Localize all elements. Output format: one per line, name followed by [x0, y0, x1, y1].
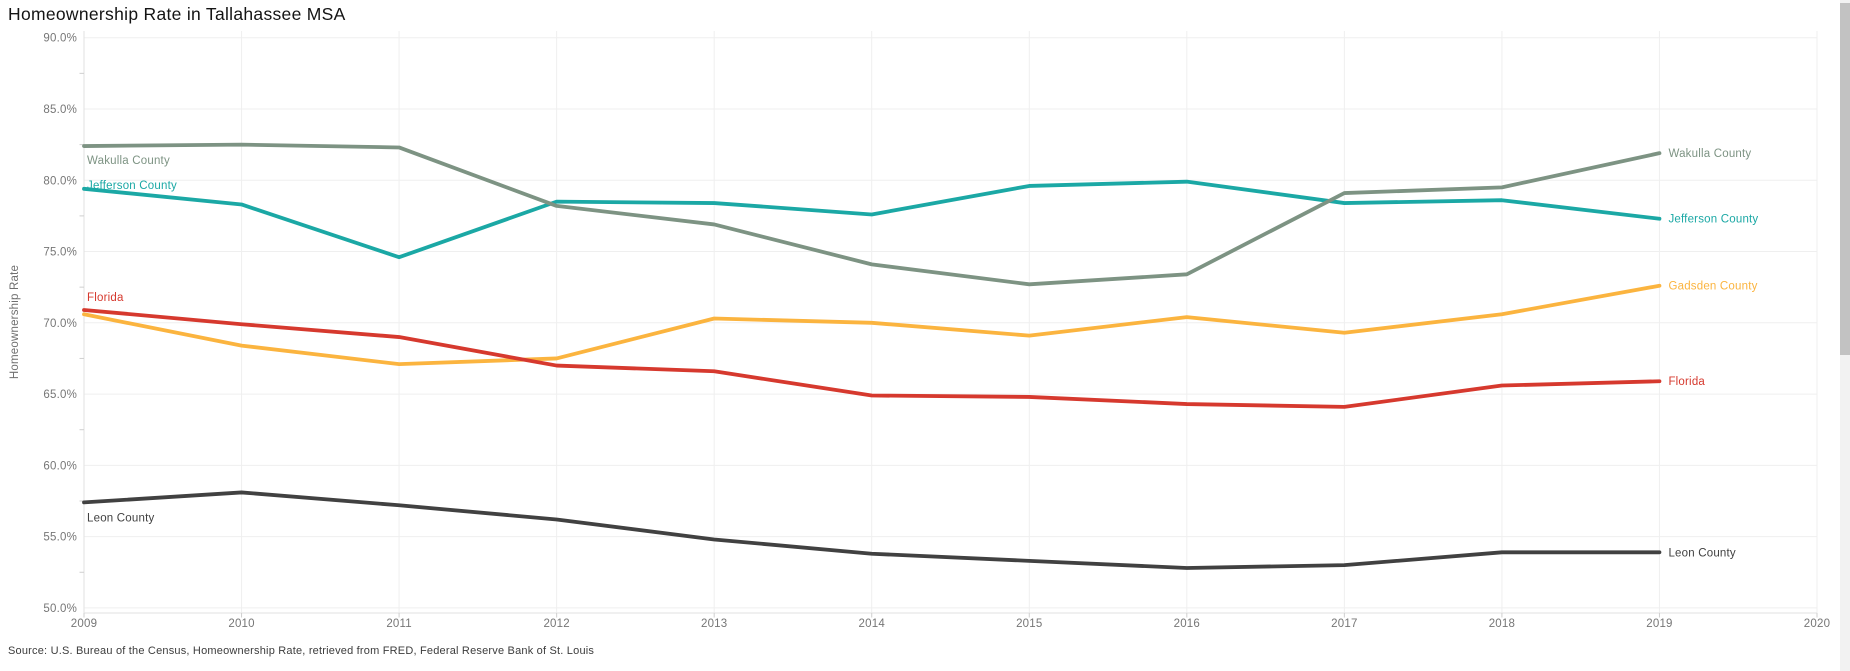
x-tick-label: 2013: [701, 618, 727, 630]
series-label-left-leon-county: Leon County: [87, 512, 154, 524]
series-line-gadsden-county[interactable]: [82, 283, 1662, 367]
series-line-florida[interactable]: [82, 308, 1662, 409]
source-note: Source: U.S. Bureau of the Census, Homeo…: [8, 645, 595, 657]
y-tick-label: 85.0%: [43, 104, 77, 116]
y-tick-label: 65.0%: [43, 389, 77, 401]
y-tick-label: 90.0%: [43, 33, 77, 45]
x-tick-label: 2012: [543, 618, 569, 630]
x-tick-label: 2018: [1489, 618, 1515, 630]
y-tick-label: 75.0%: [43, 247, 77, 259]
series-label-left-wakulla-county: Wakulla County: [87, 155, 170, 167]
y-tick-label: 80.0%: [43, 175, 77, 187]
y-tick-label: 50.0%: [43, 603, 77, 615]
x-tick-label: 2017: [1331, 618, 1357, 630]
x-tick-label: 2009: [71, 618, 97, 630]
x-tick-label: 2011: [386, 618, 412, 630]
x-tick-label: 2019: [1646, 618, 1672, 630]
y-tick-label: 70.0%: [43, 318, 77, 330]
chart-title: Homeownership Rate in Tallahassee MSA: [8, 4, 346, 24]
series-label-right-florida: Florida: [1668, 376, 1705, 388]
series-line-leon-county[interactable]: [82, 490, 1662, 570]
x-tick-label: 2015: [1016, 618, 1042, 630]
x-tick-label: 2020: [1804, 618, 1830, 630]
x-tick-label: 2014: [859, 618, 886, 630]
x-tick-label: 2010: [228, 618, 254, 630]
vertical-scrollbar[interactable]: [1840, 0, 1850, 671]
series-label-right-wakulla-county: Wakulla County: [1668, 148, 1751, 160]
x-tick-label: 2016: [1174, 618, 1200, 630]
series-label-right-gadsden-county: Gadsden County: [1668, 281, 1757, 293]
series-label-left-florida: Florida: [87, 292, 124, 304]
series-label-right-jefferson-county: Jefferson County: [1668, 214, 1758, 226]
series-line-wakulla-county[interactable]: [82, 142, 1662, 287]
series-line-jefferson-county[interactable]: [82, 179, 1662, 260]
series-label-left-jefferson-county: Jefferson County: [87, 180, 177, 192]
series-label-right-leon-county: Leon County: [1668, 547, 1735, 559]
y-tick-label: 60.0%: [43, 460, 77, 472]
y-tick-label: 55.0%: [43, 532, 77, 544]
scrollbar-thumb[interactable]: [1840, 3, 1850, 355]
